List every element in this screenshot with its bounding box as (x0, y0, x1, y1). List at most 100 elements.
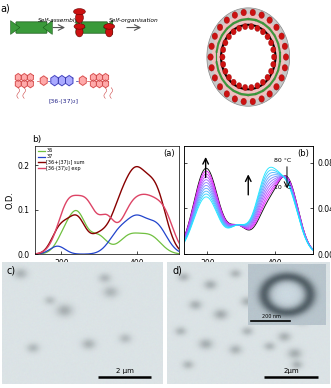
[36+(37)₂] sum (29, 252, 33, 256)
Bar (226, 23, 234, 29)
Bar (256, 19, 263, 24)
[36·(37)₂] exp (68, 195, 72, 199)
Line: [36·(37)₂] exp: [36·(37)₂] exp (31, 194, 182, 254)
Circle shape (267, 91, 272, 97)
Circle shape (260, 79, 265, 85)
Circle shape (279, 33, 284, 40)
Circle shape (226, 74, 232, 81)
Circle shape (249, 84, 254, 91)
Bar (226, 85, 234, 92)
36 (130, 231, 134, 236)
Bar (215, 61, 219, 71)
Bar (256, 90, 263, 95)
37 (98, 248, 102, 253)
Polygon shape (15, 80, 21, 88)
Circle shape (265, 33, 270, 40)
[36·(37)₂] exp (130, 199, 134, 203)
Line: 37: 37 (31, 215, 182, 254)
Polygon shape (22, 74, 27, 81)
36 (74, 208, 78, 213)
Polygon shape (51, 76, 58, 86)
[36·(37)₂] exp (118, 218, 122, 223)
Circle shape (232, 95, 238, 102)
Ellipse shape (76, 27, 83, 37)
Circle shape (268, 40, 274, 46)
Circle shape (271, 54, 277, 60)
37 (135, 213, 139, 217)
Circle shape (207, 8, 290, 106)
Polygon shape (90, 74, 96, 81)
Circle shape (267, 17, 272, 24)
37 (29, 252, 33, 256)
Circle shape (241, 9, 247, 16)
Circle shape (250, 98, 256, 105)
Circle shape (282, 64, 288, 71)
Text: [36·(37)₂]: [36·(37)₂] (48, 99, 78, 104)
Bar (274, 35, 279, 44)
Text: 2μm: 2μm (283, 367, 299, 374)
Circle shape (223, 40, 228, 46)
Bar (217, 35, 223, 44)
[36+(37)₂] sum (180, 249, 184, 254)
Polygon shape (79, 76, 86, 85)
[36·(37)₂] exp (29, 252, 33, 256)
[36+(37)₂] sum (56, 225, 60, 230)
36 (143, 231, 147, 236)
Y-axis label: O.D.: O.D. (6, 191, 15, 209)
36 (29, 252, 33, 256)
Line: [36+(37)₂] sum: [36+(37)₂] sum (31, 166, 182, 254)
Line: 36: 36 (31, 211, 182, 254)
36 (56, 237, 60, 242)
Bar (248, 93, 256, 96)
Bar (217, 70, 223, 79)
Bar (269, 28, 275, 36)
[36·(37)₂] exp (56, 222, 60, 227)
[36+(37)₂] sum (135, 164, 139, 169)
Polygon shape (97, 80, 102, 88)
Circle shape (274, 24, 279, 31)
Polygon shape (90, 80, 96, 88)
Circle shape (231, 79, 236, 85)
Circle shape (265, 74, 270, 81)
Bar (269, 78, 275, 86)
Circle shape (220, 61, 226, 68)
Circle shape (212, 14, 285, 100)
[36·(37)₂] exp (142, 192, 146, 197)
37 (143, 215, 147, 220)
Circle shape (274, 83, 279, 90)
Circle shape (271, 61, 276, 68)
Circle shape (212, 33, 218, 40)
Circle shape (259, 12, 264, 19)
Circle shape (208, 54, 213, 61)
Circle shape (212, 74, 218, 81)
[36+(37)₂] sum (130, 167, 134, 171)
Text: (a): (a) (163, 149, 174, 158)
Circle shape (260, 29, 265, 35)
[36+(37)₂] sum (118, 191, 122, 196)
Circle shape (236, 25, 242, 31)
Bar (277, 43, 281, 53)
Bar (221, 78, 228, 86)
[36·(37)₂] exp (180, 246, 184, 251)
Circle shape (250, 9, 256, 16)
Circle shape (282, 43, 288, 50)
Circle shape (217, 83, 223, 90)
Polygon shape (27, 74, 33, 81)
Polygon shape (103, 21, 113, 35)
Circle shape (268, 68, 274, 74)
Circle shape (226, 33, 232, 40)
Circle shape (241, 98, 247, 105)
Polygon shape (103, 74, 109, 81)
Circle shape (232, 12, 238, 19)
Bar (215, 52, 217, 62)
36 (68, 213, 72, 218)
Circle shape (243, 23, 248, 30)
Bar (274, 70, 279, 79)
Ellipse shape (75, 12, 83, 23)
Circle shape (209, 64, 214, 71)
Circle shape (279, 74, 284, 81)
[36·(37)₂] exp (143, 192, 147, 197)
Polygon shape (97, 74, 102, 81)
36 (180, 252, 184, 256)
Circle shape (220, 47, 226, 53)
